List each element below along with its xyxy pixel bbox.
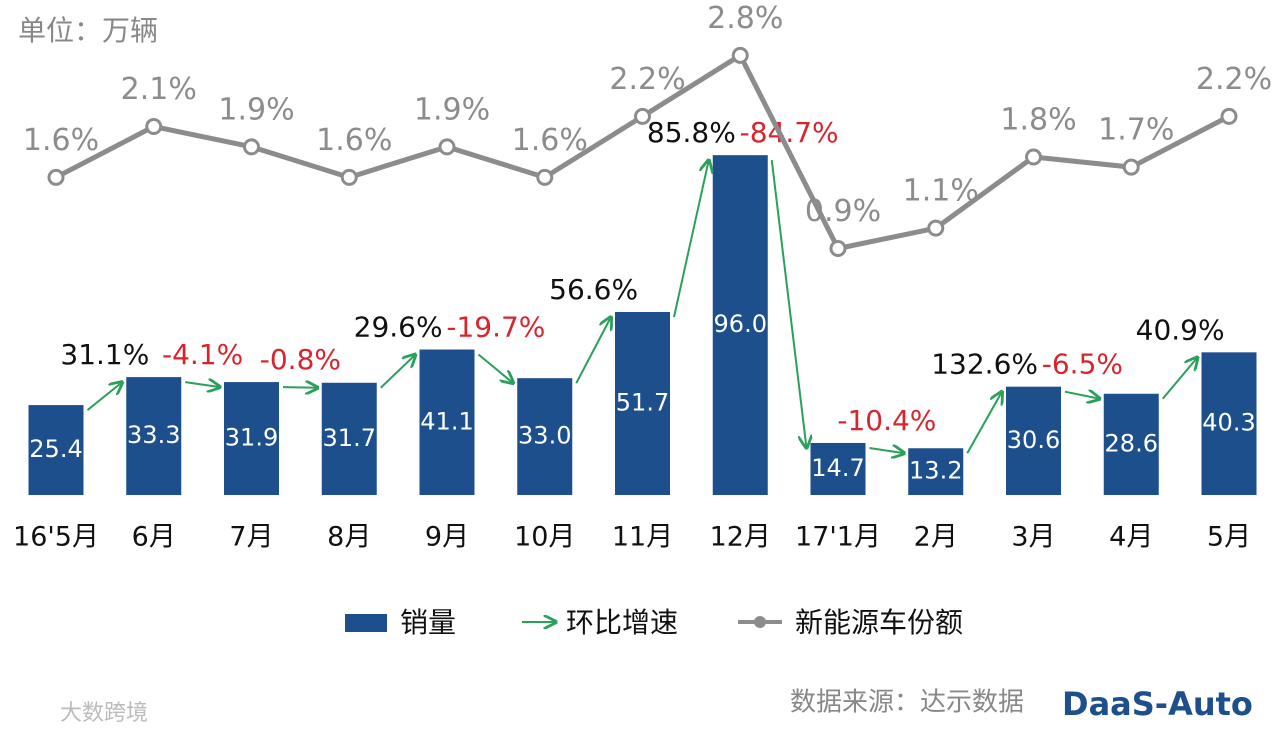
growth-arrow	[86, 382, 123, 411]
share-label: 1.6%	[512, 123, 588, 158]
growth-label: 85.8%	[647, 116, 736, 149]
share-label: 1.6%	[316, 123, 392, 158]
legend-label: 新能源车份额	[795, 606, 963, 639]
x-tick-label: 6月	[132, 522, 176, 553]
growth-label: -84.7%	[740, 116, 839, 149]
bar-value-label: 33.3	[127, 421, 180, 449]
growth-label: 132.6%	[931, 348, 1038, 381]
bar	[321, 382, 377, 495]
growth-arrow	[770, 160, 807, 448]
x-tick-label: 12月	[710, 522, 771, 553]
x-tick-label: 4月	[1109, 522, 1153, 553]
bar	[28, 405, 84, 495]
watermark: 大数跨境	[60, 701, 148, 726]
share-point	[536, 168, 554, 186]
x-tick-label: 8月	[327, 522, 371, 553]
bar-value-label: 31.7	[323, 424, 376, 452]
bar	[517, 378, 573, 495]
bar-value-label: 51.7	[616, 388, 669, 416]
share-point	[243, 138, 260, 156]
growth-label: -6.5%	[1042, 348, 1123, 381]
bar	[712, 155, 768, 495]
growth-label: 29.6%	[354, 311, 443, 344]
x-tick-label: 17'1月	[795, 522, 881, 553]
share-label: 1.9%	[414, 92, 490, 127]
bar-value-label: 40.3	[1202, 409, 1255, 437]
growth-arrow	[1161, 357, 1198, 400]
growth-arrow	[282, 387, 318, 388]
bar	[1201, 352, 1257, 495]
x-tick-label: 2月	[914, 522, 958, 553]
share-point	[1025, 148, 1042, 166]
unit-label: 单位：万辆	[18, 14, 158, 47]
bar	[419, 349, 475, 495]
x-tick-label: 9月	[425, 522, 469, 553]
share-point	[829, 240, 847, 257]
growth-label: 40.9%	[1136, 313, 1225, 346]
legend-swatch	[345, 614, 387, 632]
growth-arrow	[380, 355, 416, 389]
share-point	[731, 46, 749, 64]
growth-label: -19.7%	[446, 311, 545, 344]
bar	[810, 442, 866, 495]
bar-value-label: 25.4	[29, 435, 82, 463]
share-label: 1.7%	[1098, 113, 1174, 148]
bar	[615, 311, 670, 495]
growth-label: -10.4%	[837, 404, 936, 437]
x-tick-label: 10月	[514, 522, 575, 553]
x-tick-label: 7月	[229, 522, 273, 553]
bar	[908, 448, 964, 495]
share-label: 2.2%	[609, 62, 685, 97]
growth-arrow	[673, 160, 709, 318]
share-point	[47, 168, 65, 186]
legend-label: 销量	[400, 606, 456, 639]
growth-arrow	[869, 448, 905, 453]
share-label: 1.8%	[1000, 103, 1076, 138]
growth-arrow	[1064, 392, 1100, 399]
legend-swatch	[754, 616, 766, 628]
share-label: 1.9%	[218, 92, 294, 127]
source: 数据来源：达示数据	[790, 688, 1024, 718]
logo: DaaS-Auto	[1062, 685, 1253, 723]
share-point	[145, 118, 163, 135]
x-tick-label: 11月	[612, 522, 673, 553]
share-label: 2.8%	[707, 1, 783, 36]
bar-value-label: 13.2	[909, 457, 962, 485]
x-tick-label: 3月	[1011, 522, 1055, 553]
bar-value-label: 96.0	[714, 310, 767, 338]
share-label: 2.1%	[121, 72, 197, 107]
growth-arrow	[185, 382, 220, 387]
growth-arrow	[477, 353, 514, 384]
share-label: 2.2%	[1196, 62, 1272, 97]
growth-arrow	[966, 392, 1002, 454]
growth-label: 56.6%	[549, 273, 638, 306]
share-label: 1.6%	[23, 123, 99, 158]
bar-value-label: 14.7	[811, 454, 864, 482]
bar-value-label: 41.1	[420, 407, 473, 435]
bar-value-label: 31.9	[225, 424, 278, 452]
growth-label: 31.1%	[60, 338, 149, 371]
bar	[1103, 393, 1159, 495]
share-point	[340, 168, 358, 186]
x-tick-label: 5月	[1207, 522, 1251, 553]
share-point	[927, 219, 945, 237]
share-point	[634, 107, 651, 125]
bar	[224, 382, 279, 495]
growth-arrow	[575, 317, 611, 384]
bar	[1006, 386, 1061, 495]
bar-value-label: 28.6	[1105, 429, 1158, 457]
share-label: 0.9%	[805, 194, 881, 229]
share-point	[1220, 107, 1238, 125]
share-point	[438, 138, 456, 156]
bar-value-label: 33.0	[518, 422, 571, 450]
growth-label: -0.8%	[260, 343, 341, 376]
share-point	[1122, 158, 1140, 176]
growth-label: -4.1%	[162, 338, 243, 371]
x-tick-label: 16'5月	[13, 522, 99, 553]
share-label: 1.1%	[903, 174, 979, 209]
legend-label: 环比增速	[566, 606, 678, 639]
bar	[126, 377, 182, 495]
bar-value-label: 30.6	[1007, 426, 1060, 454]
